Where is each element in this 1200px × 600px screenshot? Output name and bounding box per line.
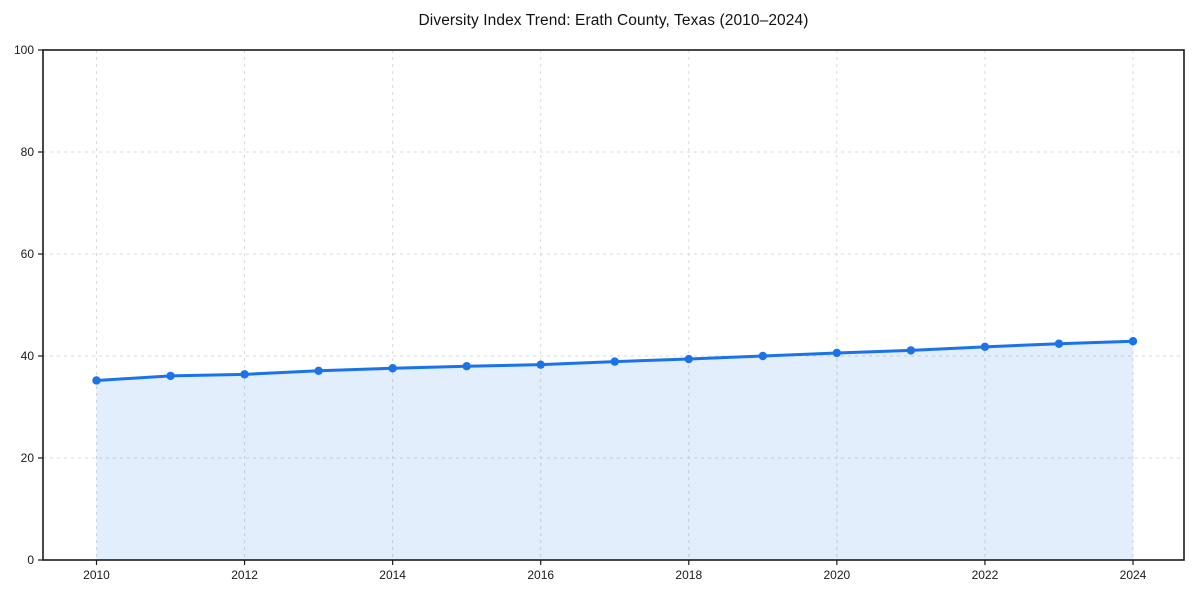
data-point-marker	[388, 364, 397, 373]
x-tick-label: 2020	[824, 568, 851, 582]
x-tick-label: 2012	[231, 568, 258, 582]
y-tick-label: 80	[21, 145, 35, 159]
data-point-marker	[462, 362, 471, 371]
data-point-marker	[832, 348, 842, 358]
plot-border	[42, 49, 1185, 561]
chart-title: Diversity Index Trend: Erath County, Tex…	[418, 12, 809, 29]
data-point-marker	[610, 357, 619, 366]
y-tick-label: 40	[21, 349, 35, 363]
area-fill	[96, 341, 1133, 560]
data-point-marker	[92, 376, 101, 385]
data-point-marker	[240, 370, 249, 379]
data-point-marker	[314, 366, 323, 375]
y-tick-label: 60	[21, 247, 35, 261]
data-point-marker	[758, 351, 768, 361]
x-tick-label: 2022	[972, 568, 999, 582]
y-tick-label: 20	[21, 451, 35, 465]
data-point-marker	[684, 354, 693, 364]
data-point-marker	[166, 371, 175, 381]
y-tick-label: 100	[14, 43, 34, 57]
x-tick-label: 2010	[83, 568, 110, 582]
data-point-marker	[1054, 339, 1064, 348]
x-tick-label: 2018	[675, 568, 702, 582]
y-tick-label: 0	[27, 553, 34, 567]
data-point-marker	[1128, 337, 1138, 346]
data-point-marker	[980, 342, 990, 352]
x-tick-label: 2024	[1120, 568, 1147, 582]
x-tick-label: 2014	[379, 568, 406, 582]
data-point-marker	[536, 360, 545, 369]
data-point-marker	[906, 346, 916, 355]
x-tick-label: 2016	[527, 568, 554, 582]
